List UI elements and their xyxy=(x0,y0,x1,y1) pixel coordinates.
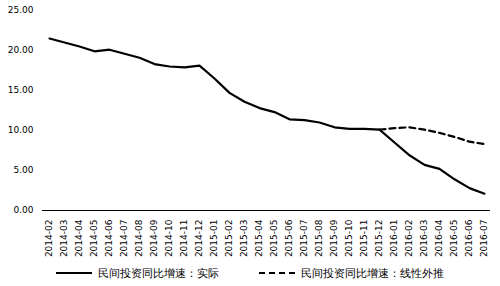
svg-text:2015-05: 2015-05 xyxy=(269,220,279,258)
svg-text:2015-02: 2015-02 xyxy=(224,220,234,258)
svg-text:2014-03: 2014-03 xyxy=(59,220,69,258)
svg-text:0.00: 0.00 xyxy=(13,205,33,215)
svg-text:2015-04: 2015-04 xyxy=(254,219,264,257)
svg-text:2014-04: 2014-04 xyxy=(74,219,84,257)
svg-text:2014-06: 2014-06 xyxy=(104,219,114,257)
svg-text:2014-08: 2014-08 xyxy=(134,219,144,257)
svg-text:2015-12: 2015-12 xyxy=(374,220,384,258)
svg-text:5.00: 5.00 xyxy=(13,165,33,175)
svg-text:15.00: 15.00 xyxy=(8,85,34,95)
svg-text:2014-09: 2014-09 xyxy=(149,219,159,257)
svg-text:2014-07: 2014-07 xyxy=(119,220,129,258)
svg-text:2016-05: 2016-05 xyxy=(449,220,459,258)
svg-text:2016-06: 2016-06 xyxy=(464,219,474,257)
svg-text:2016-01: 2016-01 xyxy=(389,220,399,258)
svg-text:2014-02: 2014-02 xyxy=(44,220,54,258)
svg-text:2015-07: 2015-07 xyxy=(299,220,309,258)
svg-text:20.00: 20.00 xyxy=(8,45,34,55)
svg-text:25.00: 25.00 xyxy=(8,5,34,15)
svg-text:2015-03: 2015-03 xyxy=(239,220,249,258)
svg-text:2014-05: 2014-05 xyxy=(89,220,99,258)
svg-text:2016-02: 2016-02 xyxy=(404,220,414,258)
svg-text:10.00: 10.00 xyxy=(8,125,34,135)
html-text:民间投资同比增速：线性外推: 民间投资同比增速：线性外推 xyxy=(301,266,444,280)
svg-text:2016-04: 2016-04 xyxy=(434,219,444,257)
svg-text:2015-10: 2015-10 xyxy=(344,219,354,257)
svg-text:2015-11: 2015-11 xyxy=(359,220,369,258)
svg-text:2015-09: 2015-09 xyxy=(329,219,339,257)
svg-text:2016-03: 2016-03 xyxy=(419,220,429,258)
svg-text:2015-01: 2015-01 xyxy=(209,220,219,258)
svg-text:2014-10: 2014-10 xyxy=(164,219,174,257)
svg-text:2016-07: 2016-07 xyxy=(479,220,489,258)
html-text:民间投资同比增速：实际: 民间投资同比增速：实际 xyxy=(98,266,219,280)
svg-text:2014-12: 2014-12 xyxy=(194,220,204,258)
svg-text:2014-11: 2014-11 xyxy=(179,220,189,258)
svg-text:2015-06: 2015-06 xyxy=(284,219,294,257)
svg-text:2015-08: 2015-08 xyxy=(314,219,324,257)
